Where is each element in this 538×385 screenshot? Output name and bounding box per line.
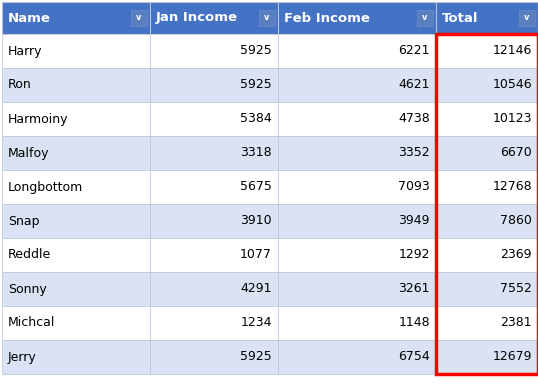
Bar [278, 34, 436, 68]
Text: 4621: 4621 [399, 79, 430, 92]
Text: 5925: 5925 [240, 79, 272, 92]
Text: Snap: Snap [8, 214, 39, 228]
Text: 6670: 6670 [500, 147, 532, 159]
Bar [436, 2, 538, 34]
Text: 4738: 4738 [398, 112, 430, 126]
Bar [150, 34, 278, 68]
Bar [150, 136, 278, 170]
Bar [2, 68, 150, 102]
Bar [150, 340, 278, 374]
Bar [436, 306, 538, 340]
Bar [259, 10, 275, 26]
Text: Michcal: Michcal [8, 316, 55, 330]
Bar [436, 340, 538, 374]
Bar [131, 10, 147, 26]
Text: 3318: 3318 [240, 147, 272, 159]
Bar [436, 238, 538, 272]
Text: v: v [136, 13, 141, 22]
Bar [278, 68, 436, 102]
Text: Name: Name [8, 12, 51, 25]
Bar [150, 170, 278, 204]
Text: 10123: 10123 [492, 112, 532, 126]
Bar [278, 2, 436, 34]
Bar [2, 306, 150, 340]
Text: v: v [524, 13, 530, 22]
Text: 7860: 7860 [500, 214, 532, 228]
Bar [436, 68, 538, 102]
Text: Harry: Harry [8, 45, 43, 57]
Text: 1234: 1234 [240, 316, 272, 330]
Text: Total: Total [442, 12, 478, 25]
Bar [519, 10, 535, 26]
Bar [2, 238, 150, 272]
Text: 3949: 3949 [399, 214, 430, 228]
Bar [2, 340, 150, 374]
Text: 1292: 1292 [399, 248, 430, 261]
Text: v: v [422, 13, 428, 22]
Bar [436, 170, 538, 204]
Text: 12768: 12768 [492, 181, 532, 194]
Bar [436, 204, 538, 238]
Text: 5925: 5925 [240, 350, 272, 363]
Bar [150, 204, 278, 238]
Text: Reddle: Reddle [8, 248, 51, 261]
Text: Ron: Ron [8, 79, 32, 92]
Text: 3261: 3261 [399, 283, 430, 296]
Text: 3910: 3910 [240, 214, 272, 228]
Text: Jan Income: Jan Income [156, 12, 238, 25]
Bar [436, 136, 538, 170]
Text: 1077: 1077 [240, 248, 272, 261]
Bar [278, 136, 436, 170]
Text: Feb Income: Feb Income [284, 12, 370, 25]
Text: Longbottom: Longbottom [8, 181, 83, 194]
Text: 2381: 2381 [500, 316, 532, 330]
Text: Harmoiny: Harmoiny [8, 112, 68, 126]
Bar [150, 238, 278, 272]
Text: Sonny: Sonny [8, 283, 47, 296]
Bar [417, 10, 433, 26]
Bar [150, 2, 278, 34]
Bar [2, 136, 150, 170]
Text: 7552: 7552 [500, 283, 532, 296]
Bar [150, 102, 278, 136]
Bar [150, 68, 278, 102]
Text: 12679: 12679 [492, 350, 532, 363]
Bar [278, 204, 436, 238]
Bar [2, 170, 150, 204]
Bar [2, 102, 150, 136]
Bar [150, 306, 278, 340]
Bar [278, 170, 436, 204]
Bar [436, 272, 538, 306]
Text: v: v [264, 13, 270, 22]
Text: 10546: 10546 [492, 79, 532, 92]
Bar [436, 102, 538, 136]
Bar [436, 34, 538, 374]
Text: 5384: 5384 [240, 112, 272, 126]
Text: Jerry: Jerry [8, 350, 37, 363]
Bar [278, 306, 436, 340]
Text: 1148: 1148 [398, 316, 430, 330]
Bar [2, 34, 150, 68]
Text: Malfoy: Malfoy [8, 147, 49, 159]
Text: 12146: 12146 [493, 45, 532, 57]
Text: 7093: 7093 [398, 181, 430, 194]
Text: 5925: 5925 [240, 45, 272, 57]
Bar [2, 204, 150, 238]
Bar [278, 340, 436, 374]
Text: 3352: 3352 [398, 147, 430, 159]
Text: 6221: 6221 [399, 45, 430, 57]
Text: 5675: 5675 [240, 181, 272, 194]
Bar [2, 2, 150, 34]
Text: 2369: 2369 [500, 248, 532, 261]
Text: 4291: 4291 [240, 283, 272, 296]
Bar [150, 272, 278, 306]
Bar [436, 34, 538, 68]
Text: 6754: 6754 [398, 350, 430, 363]
Bar [278, 272, 436, 306]
Bar [2, 272, 150, 306]
Bar [278, 102, 436, 136]
Bar [278, 238, 436, 272]
